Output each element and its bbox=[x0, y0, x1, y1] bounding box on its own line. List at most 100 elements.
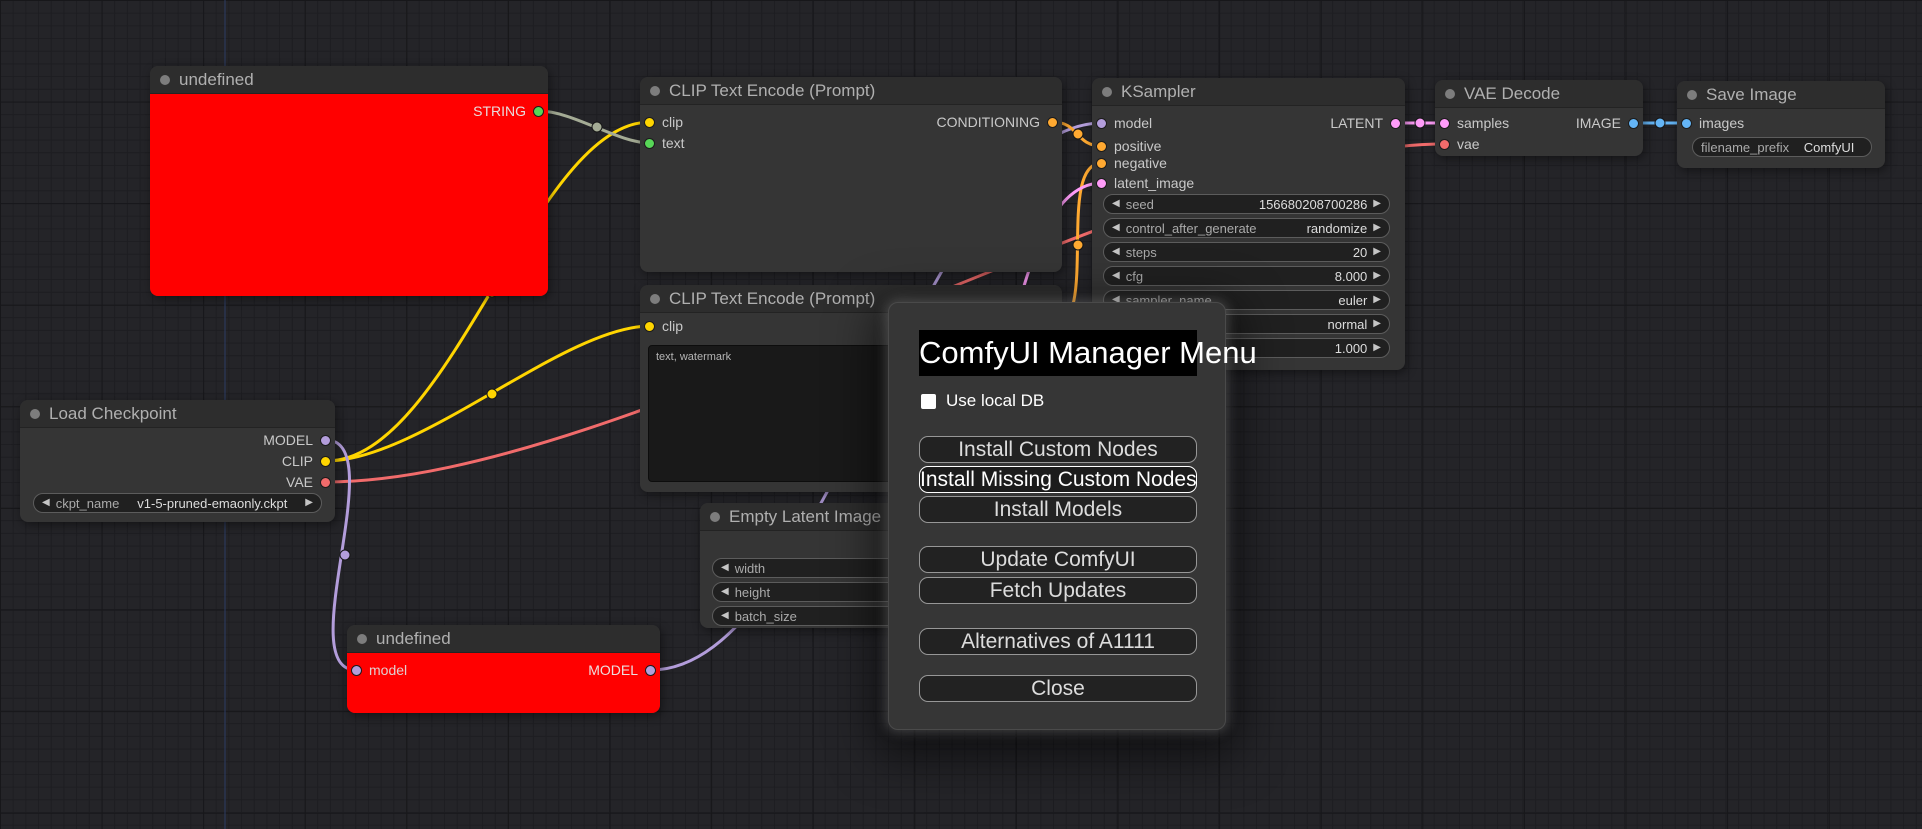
port-dot[interactable] bbox=[645, 664, 656, 676]
port-dot[interactable] bbox=[1096, 157, 1107, 169]
input-port-images[interactable]: images bbox=[1681, 114, 1744, 132]
arrow-right-icon[interactable]: ▶ bbox=[1373, 294, 1381, 305]
input-port-negative[interactable]: negative bbox=[1096, 154, 1167, 172]
output-port-model[interactable]: MODEL bbox=[588, 661, 656, 679]
port-dot[interactable] bbox=[1681, 117, 1692, 129]
ckpt-name-widget[interactable]: ◀ ckpt_name v1-5-pruned-emaonly.ckpt ▶ bbox=[33, 493, 322, 513]
arrow-right-icon[interactable]: ▶ bbox=[1373, 198, 1381, 209]
control-after-generate-widget[interactable]: ◀ control_after_generate randomize ▶ bbox=[1103, 218, 1390, 238]
arrow-left-icon[interactable]: ◀ bbox=[721, 610, 729, 621]
arrow-right-icon[interactable]: ▶ bbox=[1373, 342, 1381, 353]
link-midpoint-dot bbox=[1072, 239, 1084, 251]
port-dot[interactable] bbox=[644, 116, 655, 128]
node-load-checkpoint[interactable]: Load Checkpoint MODEL CLIP VAE ◀ ckpt_na… bbox=[20, 400, 335, 522]
use-local-db-row[interactable]: Use local DB bbox=[921, 391, 1044, 411]
collapse-dot-icon[interactable] bbox=[160, 74, 170, 85]
install-missing-custom-nodes-button[interactable]: Install Missing Custom Nodes bbox=[919, 466, 1197, 493]
node-title: VAE Decode bbox=[1464, 83, 1561, 103]
port-dot[interactable] bbox=[1096, 117, 1107, 129]
collapse-dot-icon[interactable] bbox=[650, 85, 660, 96]
input-port-text[interactable]: text bbox=[644, 134, 685, 152]
install-custom-nodes-button[interactable]: Install Custom Nodes bbox=[919, 436, 1197, 463]
port-dot[interactable] bbox=[1439, 117, 1450, 129]
arrow-right-icon[interactable]: ▶ bbox=[1373, 222, 1381, 233]
output-port-latent[interactable]: LATENT bbox=[1330, 114, 1401, 132]
widget-value: ComfyUI bbox=[1803, 139, 1855, 155]
update-comfyui-button[interactable]: Update ComfyUI bbox=[919, 546, 1197, 573]
input-port-clip[interactable]: clip bbox=[644, 317, 683, 335]
close-button[interactable]: Close bbox=[919, 675, 1197, 702]
seed-widget[interactable]: ◀ seed 156680208700286 ▶ bbox=[1103, 194, 1390, 214]
node-title-bar: Load Checkpoint bbox=[20, 400, 335, 428]
node-undefined-model[interactable]: undefined model MODEL bbox=[347, 625, 660, 713]
port-dot[interactable] bbox=[320, 455, 331, 467]
port-label: LATENT bbox=[1330, 115, 1383, 131]
node-title: Load Checkpoint bbox=[49, 403, 177, 423]
arrow-left-icon[interactable]: ◀ bbox=[1112, 270, 1120, 281]
arrow-right-icon[interactable]: ▶ bbox=[305, 497, 313, 508]
port-dot[interactable] bbox=[1096, 140, 1107, 152]
port-dot[interactable] bbox=[644, 320, 655, 332]
arrow-left-icon[interactable]: ◀ bbox=[721, 562, 729, 573]
arrow-left-icon[interactable]: ◀ bbox=[1112, 246, 1120, 257]
collapse-dot-icon[interactable] bbox=[710, 511, 720, 522]
output-port-model[interactable]: MODEL bbox=[263, 431, 331, 449]
arrow-left-icon[interactable]: ◀ bbox=[721, 586, 729, 597]
collapse-dot-icon[interactable] bbox=[650, 293, 660, 304]
alternatives-of-a1111-button[interactable]: Alternatives of A1111 bbox=[919, 628, 1197, 655]
widget-value: 8.000 bbox=[1334, 268, 1368, 284]
port-dot[interactable] bbox=[1096, 177, 1107, 189]
port-dot[interactable] bbox=[644, 137, 655, 149]
port-dot[interactable] bbox=[533, 105, 544, 117]
widget-value: randomize bbox=[1306, 220, 1368, 236]
node-title: KSampler bbox=[1121, 81, 1196, 101]
input-port-model[interactable]: model bbox=[1096, 114, 1152, 132]
arrow-right-icon[interactable]: ▶ bbox=[1373, 270, 1381, 281]
port-label: clip bbox=[662, 318, 684, 334]
port-dot[interactable] bbox=[320, 434, 331, 446]
node-save-image[interactable]: Save Image images filename_prefix ComfyU… bbox=[1677, 81, 1885, 168]
node-undefined-string[interactable]: undefined STRING bbox=[150, 66, 548, 296]
input-port-positive[interactable]: positive bbox=[1096, 137, 1161, 155]
port-label: CONDITIONING bbox=[936, 114, 1040, 130]
collapse-dot-icon[interactable] bbox=[30, 408, 40, 419]
arrow-left-icon[interactable]: ◀ bbox=[1112, 222, 1120, 233]
filename-prefix-widget[interactable]: filename_prefix ComfyUI bbox=[1692, 137, 1872, 157]
output-port-vae[interactable]: VAE bbox=[286, 473, 331, 491]
port-dot[interactable] bbox=[351, 664, 362, 676]
arrow-right-icon[interactable]: ▶ bbox=[1373, 246, 1381, 257]
output-port-image[interactable]: IMAGE bbox=[1576, 114, 1639, 132]
port-dot[interactable] bbox=[1390, 117, 1401, 129]
collapse-dot-icon[interactable] bbox=[1102, 86, 1112, 97]
output-port-conditioning[interactable]: CONDITIONING bbox=[937, 113, 1058, 131]
arrow-left-icon[interactable]: ◀ bbox=[42, 497, 50, 508]
input-port-latent-image[interactable]: latent_image bbox=[1096, 174, 1194, 192]
port-dot[interactable] bbox=[1628, 117, 1639, 129]
node-vae-decode[interactable]: VAE Decode samples vae IMAGE bbox=[1435, 80, 1643, 156]
input-port-vae[interactable]: vae bbox=[1439, 135, 1480, 153]
arrow-right-icon[interactable]: ▶ bbox=[1373, 318, 1381, 329]
collapse-dot-icon[interactable] bbox=[1445, 88, 1455, 99]
collapse-dot-icon[interactable] bbox=[357, 633, 367, 644]
input-port-model[interactable]: model bbox=[351, 661, 407, 679]
widget-label: batch_size bbox=[734, 608, 797, 624]
steps-widget[interactable]: ◀ steps 20 ▶ bbox=[1103, 242, 1390, 262]
widget-value: euler bbox=[1338, 292, 1368, 308]
port-dot[interactable] bbox=[1047, 116, 1058, 128]
node-title-bar: CLIP Text Encode (Prompt) bbox=[640, 77, 1062, 105]
install-models-button[interactable]: Install Models bbox=[919, 496, 1197, 523]
input-port-samples[interactable]: samples bbox=[1439, 114, 1509, 132]
checkbox-use-local-db[interactable] bbox=[921, 393, 936, 409]
port-dot[interactable] bbox=[320, 476, 331, 488]
output-port-string[interactable]: STRING bbox=[473, 102, 544, 120]
input-port-clip[interactable]: clip bbox=[644, 113, 683, 131]
node-clip-text-encode-1[interactable]: CLIP Text Encode (Prompt) clip text COND… bbox=[640, 77, 1062, 272]
node-title-bar: undefined bbox=[347, 625, 660, 653]
arrow-left-icon[interactable]: ◀ bbox=[1112, 198, 1120, 209]
collapse-dot-icon[interactable] bbox=[1687, 89, 1697, 100]
port-dot[interactable] bbox=[1439, 138, 1450, 150]
output-port-clip[interactable]: CLIP bbox=[282, 452, 331, 470]
fetch-updates-button[interactable]: Fetch Updates bbox=[919, 577, 1197, 604]
cfg-widget[interactable]: ◀ cfg 8.000 ▶ bbox=[1103, 266, 1390, 286]
